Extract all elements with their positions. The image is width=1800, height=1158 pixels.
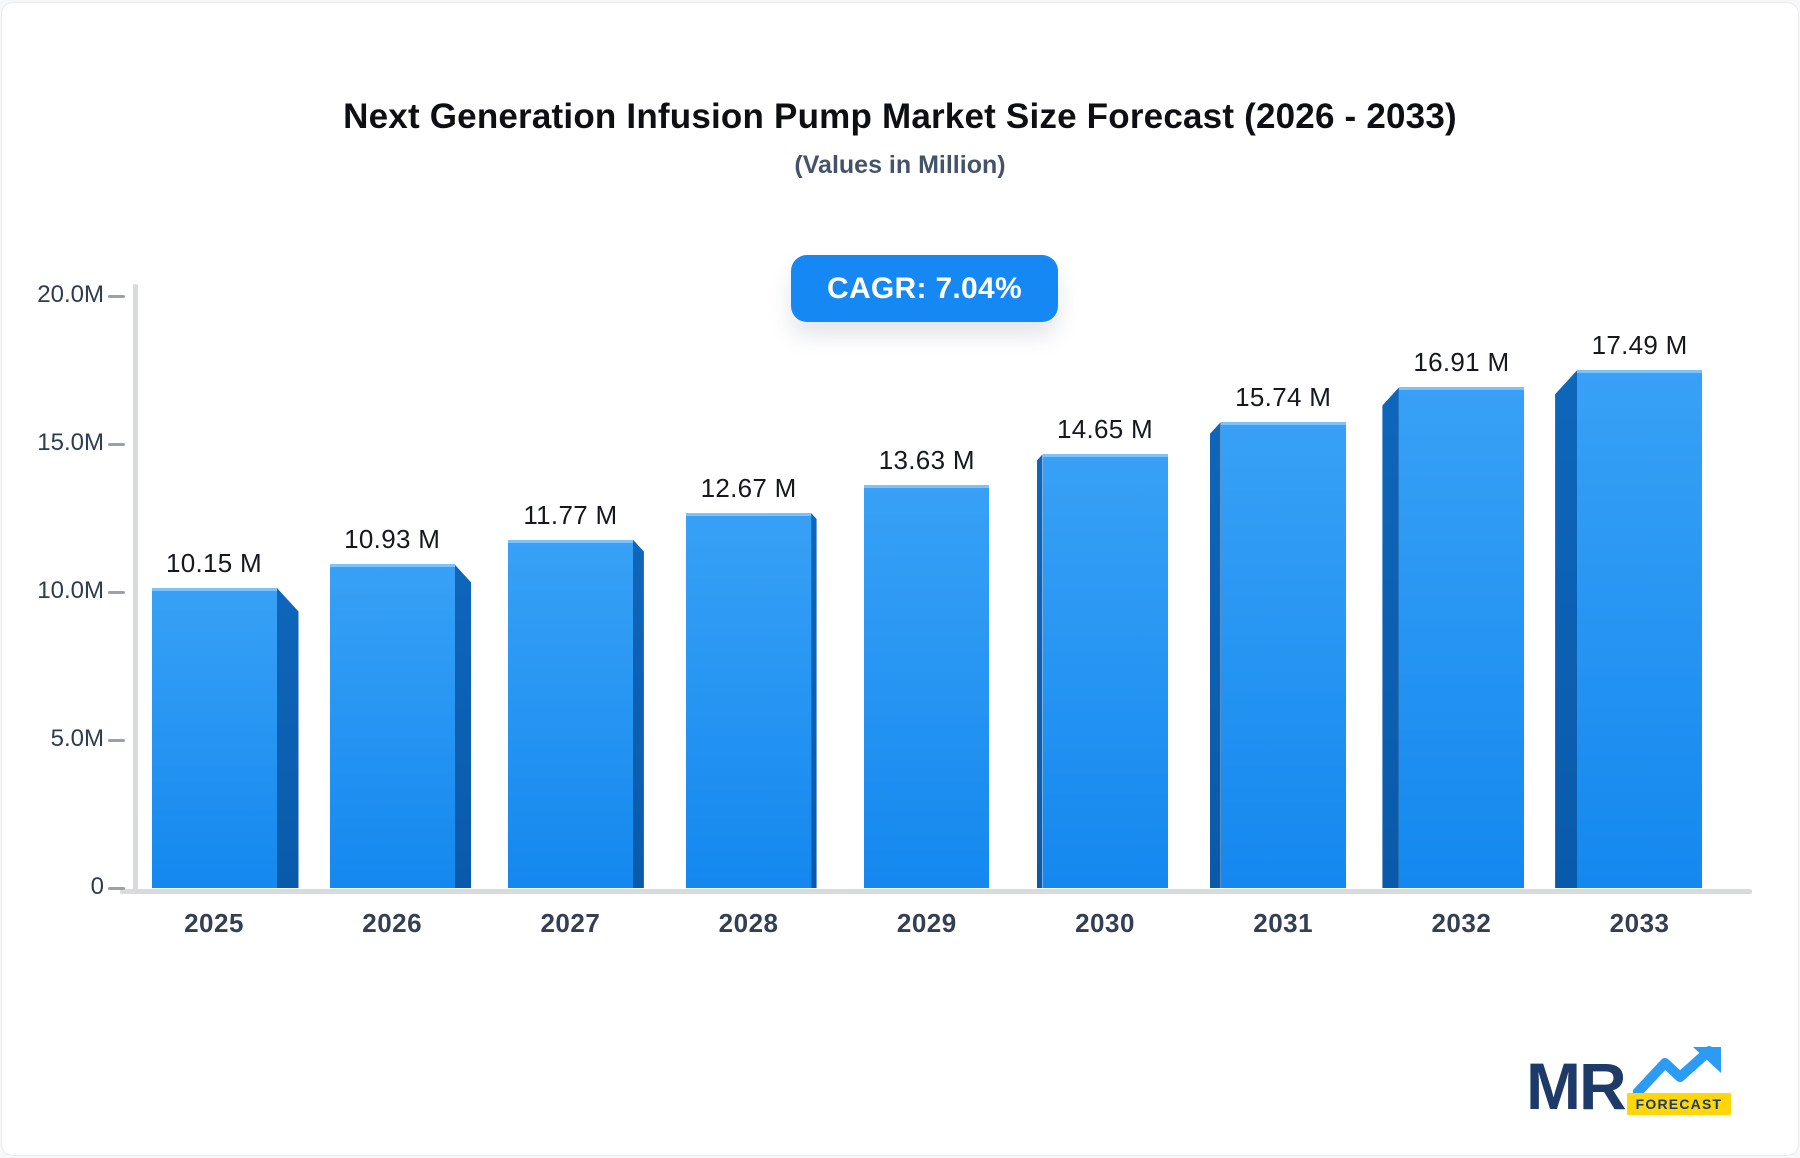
bar-side-face	[276, 587, 299, 888]
y-tick-mark	[108, 591, 125, 594]
bar-side-face	[454, 564, 472, 888]
bar-side-face	[632, 539, 644, 888]
bar-value-label: 14.65 M	[1056, 414, 1154, 445]
y-tick-mark	[108, 443, 125, 446]
y-axis-line	[133, 284, 138, 894]
bar	[864, 484, 990, 888]
logo-mr-text: MR	[1526, 1048, 1627, 1123]
bar	[1220, 422, 1346, 888]
trend-arrow-icon	[1632, 1046, 1721, 1097]
bar-side-face	[1209, 422, 1221, 888]
bar	[686, 512, 812, 888]
y-tick-mark	[108, 887, 125, 890]
x-tick-label: 2028	[718, 908, 779, 938]
x-tick-label: 2032	[1431, 908, 1492, 938]
y-tick-label: 10.0M	[37, 577, 104, 604]
bar	[507, 539, 633, 888]
bar-value-label: 15.74 M	[1235, 382, 1332, 413]
bar-side-face	[811, 512, 817, 888]
bar	[1577, 370, 1703, 888]
bar-value-label: 12.67 M	[700, 472, 797, 503]
y-tick-mark	[108, 739, 125, 742]
bar-value-label: 11.77 M	[523, 499, 618, 530]
bar-side-face	[1555, 370, 1578, 888]
bar-value-label: 10.93 M	[344, 524, 441, 555]
y-tick-mark	[108, 295, 125, 298]
bar-value-label: 16.91 M	[1413, 347, 1510, 378]
logo-forecast-tag: FORECAST	[1626, 1093, 1732, 1115]
bar-side-face	[1382, 387, 1399, 888]
x-tick-label: 2031	[1253, 908, 1314, 938]
y-tick-label: 0	[90, 873, 104, 900]
x-tick-label: 2027	[540, 908, 601, 938]
x-axis-line	[120, 889, 1752, 894]
y-tick-label: 5.0M	[50, 725, 104, 752]
y-tick-label: 20.0M	[37, 281, 104, 308]
cagr-badge: CAGR: 7.04%	[791, 255, 1058, 322]
bar-side-face	[1037, 454, 1043, 888]
chart-title: Next Generation Infusion Pump Market Siz…	[343, 97, 1457, 136]
x-tick-label: 2025	[184, 908, 244, 938]
logo-right-block: FORECAST	[1626, 1045, 1732, 1115]
x-tick-label: 2033	[1609, 908, 1670, 938]
bar	[329, 564, 455, 888]
mr-forecast-logo: MR FORECAST	[1526, 1031, 1732, 1123]
y-tick-label: 15.0M	[37, 429, 104, 456]
bar-value-label: 10.15 M	[165, 547, 263, 578]
x-tick-label: 2030	[1075, 908, 1135, 938]
bar	[1398, 387, 1524, 888]
chart-area: 20.0M 15.0M 10.0M 5.0M 0 10.15 M 10.93 M 11.77…	[2, 3, 1798, 1155]
x-tick-label: 2026	[362, 908, 423, 938]
x-tick-label: 2029	[896, 908, 957, 938]
bar-value-label: 17.49 M	[1591, 330, 1688, 361]
bar	[151, 587, 277, 888]
chart-subtitle: (Values in Million)	[794, 151, 1006, 179]
bar-value-label: 13.63 M	[878, 444, 975, 475]
bar	[1042, 454, 1168, 888]
